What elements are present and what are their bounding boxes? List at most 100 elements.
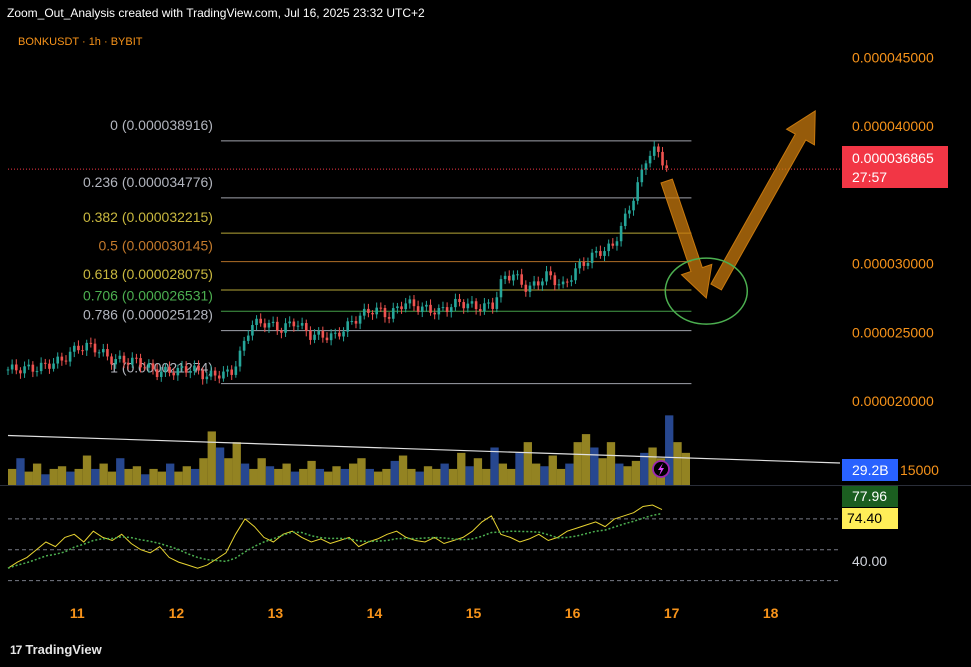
volume-bar [573,442,582,485]
volume-bar [665,415,674,485]
volume-bar [299,468,308,485]
candle [528,285,532,292]
x-tick-label: 16 [565,605,581,621]
candle [329,333,333,341]
candle [159,371,163,377]
candle [122,355,126,363]
chart-caption: Zoom_Out_Analysis created with TradingVi… [7,6,425,20]
candle [242,340,246,351]
price-series [6,141,840,385]
current-price-tag-bg [842,146,948,188]
candle [14,364,18,371]
candle [470,301,474,304]
candle [271,321,275,323]
rsi-value: 74.40 [847,510,882,526]
candle [234,366,238,375]
candle [85,342,89,351]
candle [499,279,503,298]
candle [338,332,341,337]
candle [379,307,383,309]
volume-bar [565,463,574,485]
candle [188,370,192,373]
candle [665,165,668,169]
candle [89,342,93,344]
volume-bar [274,468,283,485]
volume-bar [673,442,682,485]
tradingview-logo-text: TradingView [25,642,102,657]
volume-bar [16,458,25,485]
fib-label-0.236: 0.236 (0.000034776) [83,174,213,190]
candle [333,332,337,334]
y-tick-label: 0.000020000 [852,393,934,409]
candle [520,274,523,285]
candle [325,337,329,341]
volume-bar [182,466,191,485]
volume-bar [149,468,158,485]
rsi-ma-line [7,512,663,569]
candle [425,304,428,307]
candle [60,356,64,361]
candle [43,362,47,364]
volume-bar [482,468,491,485]
volume-bar [398,455,408,485]
candle [35,371,39,373]
candle [118,355,122,360]
candle [27,364,31,367]
candle [172,372,176,376]
volume-bar [498,463,508,485]
volume-bar [531,463,541,485]
volume-bar [324,471,333,485]
candle [106,349,109,357]
candle [607,243,610,252]
volume-bar [99,463,108,485]
candle [487,302,490,304]
candle [371,312,374,315]
candle [541,281,544,286]
candle [657,146,660,152]
volume-bar [174,471,183,485]
volume-bar [91,468,100,485]
candle [648,155,652,164]
tradingview-logo[interactable]: 17 TradingView [10,642,102,657]
candle [661,151,664,166]
annotations [660,109,816,325]
current-price-value: 0.000036865 [852,150,934,166]
candle [478,309,482,312]
candle [553,275,557,286]
candle [536,281,540,286]
trendline [7,434,841,464]
footer-bar: 17 TradingView [0,632,971,667]
lightning-alert-icon [652,460,670,478]
candle [93,343,97,353]
volume-bar [631,460,641,485]
candle [284,323,287,333]
volume-bar [332,466,341,485]
candle [387,317,391,319]
volume-bar [556,468,566,485]
candle [408,299,412,304]
candle [599,251,602,256]
candle [636,182,639,201]
symbol-label: BONKUSDT · 1h · BYBIT [18,36,143,48]
volume-bar [606,442,616,485]
volume-bar [107,471,117,485]
candle [652,146,656,156]
y-tick-label: 0.000040000 [852,118,934,134]
candle [10,364,14,370]
candle [532,281,536,286]
volume-bar [349,463,358,485]
candle [19,370,22,374]
candle [304,323,308,331]
volume-bar [507,468,516,485]
volume-bar [32,463,42,485]
volume-bar [207,431,216,485]
candle [416,306,420,312]
x-tick-label: 18 [763,605,779,621]
volume-bar [257,458,266,485]
x-tick-label: 11 [70,605,85,621]
volume-bar [199,458,208,485]
candle [209,370,213,377]
candle [296,325,300,327]
volume-bar [240,463,250,485]
